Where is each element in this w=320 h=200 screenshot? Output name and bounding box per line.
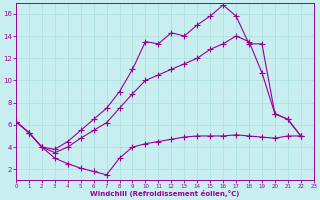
- X-axis label: Windchill (Refroidissement éolien,°C): Windchill (Refroidissement éolien,°C): [90, 190, 240, 197]
